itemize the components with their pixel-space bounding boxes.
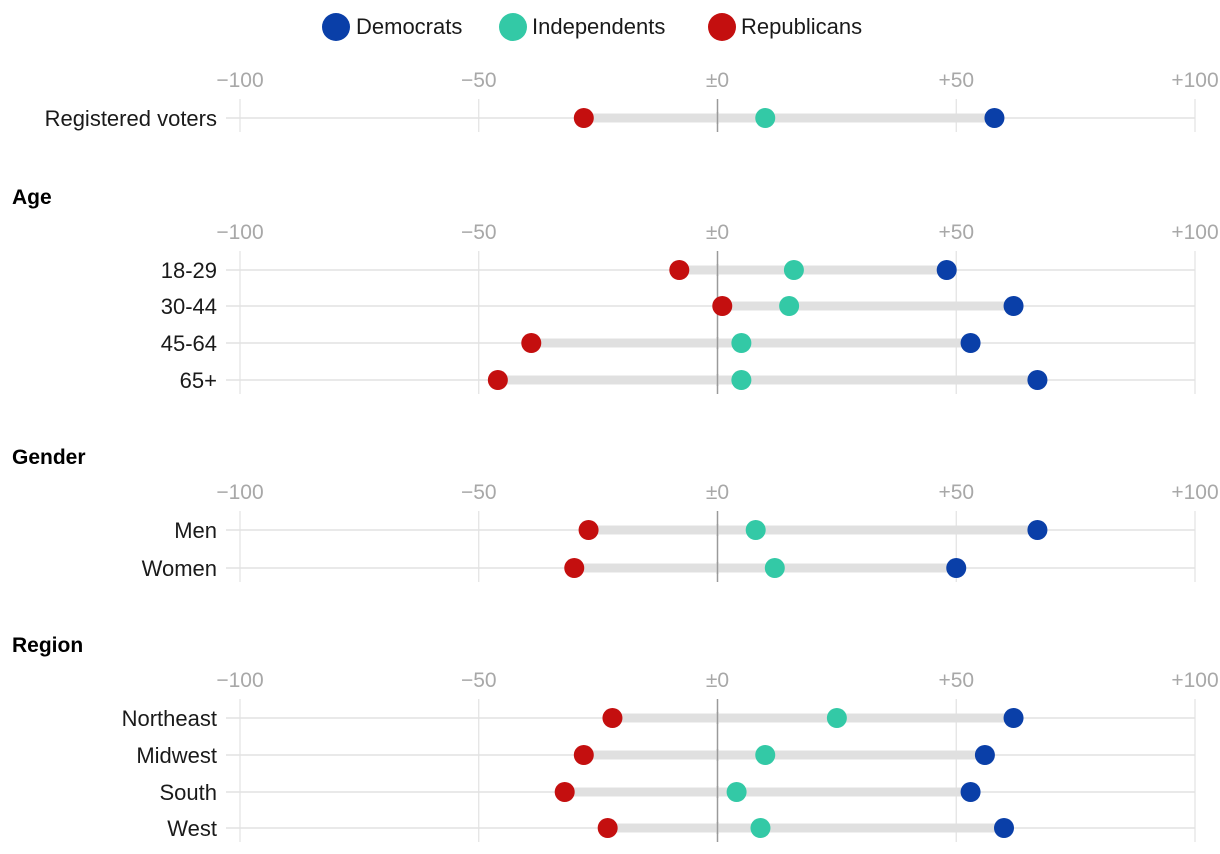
row-label: Registered voters (45, 106, 217, 131)
dot-republicans (597, 818, 618, 838)
dot-republicans (487, 370, 508, 390)
section-region: Region −100 −50 ±0 +50 +100 Northeast Midwest So… (12, 634, 1219, 842)
row-northeast: Northeast (122, 706, 1195, 731)
tick-label: ±0 (706, 669, 729, 692)
dot-republicans (578, 520, 599, 540)
legend-label-republicans: Republicans (741, 14, 862, 39)
dot-democrats (936, 260, 957, 280)
dot-independents (731, 370, 752, 390)
tick-label: −50 (461, 69, 497, 92)
dot-independents (764, 558, 785, 578)
section-title: Region (12, 634, 83, 657)
row-label: Northeast (122, 706, 217, 731)
dot-republicans (573, 108, 594, 128)
dot-republicans (521, 333, 542, 353)
dot-democrats (946, 558, 967, 578)
dot-republicans (602, 708, 623, 728)
row-label: 18-29 (161, 258, 217, 283)
tick-label: −50 (461, 481, 497, 504)
dot-republicans (669, 260, 690, 280)
dot-independents (755, 108, 776, 128)
legend-swatch-democrats (322, 13, 350, 41)
dot-independents (783, 260, 804, 280)
tick-label: +100 (1171, 69, 1218, 92)
dot-independents (745, 520, 766, 540)
row-label: Women (142, 556, 217, 581)
row-label: South (160, 780, 218, 805)
tick-label: ±0 (706, 481, 729, 504)
tick-label: +100 (1171, 669, 1218, 692)
tick-label: +50 (938, 221, 974, 244)
dot-democrats (960, 782, 981, 802)
section-age: Age −100 −50 ±0 +50 +100 18-29 30-44 45-64 65+ (12, 186, 1219, 394)
row-label: 30-44 (161, 294, 217, 319)
row-label: Men (174, 518, 217, 543)
row-18-29: 18-29 (161, 258, 1195, 283)
row-label: 65+ (180, 368, 217, 393)
dot-independents (750, 818, 771, 838)
tick-label: −50 (461, 669, 497, 692)
tick-label: ±0 (706, 69, 729, 92)
row-women: Women (142, 556, 1195, 581)
dot-democrats (1027, 520, 1048, 540)
row-30-44: 30-44 (161, 294, 1195, 319)
dot-republicans (554, 782, 575, 802)
dot-independents (726, 782, 747, 802)
tick-label: −50 (461, 221, 497, 244)
section-title: Gender (12, 446, 86, 469)
row-midwest: Midwest (136, 743, 1195, 768)
tick-label: −100 (216, 669, 263, 692)
dot-republicans (564, 558, 585, 578)
section-title: Age (12, 186, 52, 209)
row-label: West (167, 816, 217, 841)
tick-label: +100 (1171, 481, 1218, 504)
row-label: 45-64 (161, 331, 217, 356)
dot-democrats (960, 333, 981, 353)
row-registered-voters: Registered voters (45, 106, 1195, 131)
row-south: South (160, 780, 1195, 805)
tick-label: +50 (938, 669, 974, 692)
dot-democrats (974, 745, 995, 765)
tick-label: ±0 (706, 221, 729, 244)
dot-democrats (1003, 708, 1024, 728)
section-overall: −100 −50 ±0 +50 +100 Registered voters (45, 69, 1219, 132)
row-label: Midwest (136, 743, 217, 768)
dot-independents (826, 708, 847, 728)
dot-republicans (712, 296, 733, 316)
dot-republicans (573, 745, 594, 765)
tick-label: −100 (216, 69, 263, 92)
legend-swatch-independents (499, 13, 527, 41)
tick-label: +100 (1171, 221, 1218, 244)
dot-independents (779, 296, 800, 316)
legend-label-democrats: Democrats (356, 14, 462, 39)
tick-label: −100 (216, 221, 263, 244)
section-gender: Gender −100 −50 ±0 +50 +100 Men Women (12, 446, 1219, 582)
dot-independents (731, 333, 752, 353)
legend-label-independents: Independents (532, 14, 665, 39)
dot-democrats (994, 818, 1014, 838)
tick-label: +50 (938, 481, 974, 504)
legend-swatch-republicans (708, 13, 736, 41)
row-45-64: 45-64 (161, 331, 1195, 356)
tick-label: +50 (938, 69, 974, 92)
dot-democrats (1027, 370, 1048, 390)
row-west: West (167, 816, 1195, 841)
dot-democrats (1003, 296, 1024, 316)
dot-democrats (984, 108, 1005, 128)
tick-label: −100 (216, 481, 263, 504)
dot-independents (755, 745, 776, 765)
row-men: Men (174, 518, 1195, 543)
row-65-: 65+ (180, 368, 1195, 393)
